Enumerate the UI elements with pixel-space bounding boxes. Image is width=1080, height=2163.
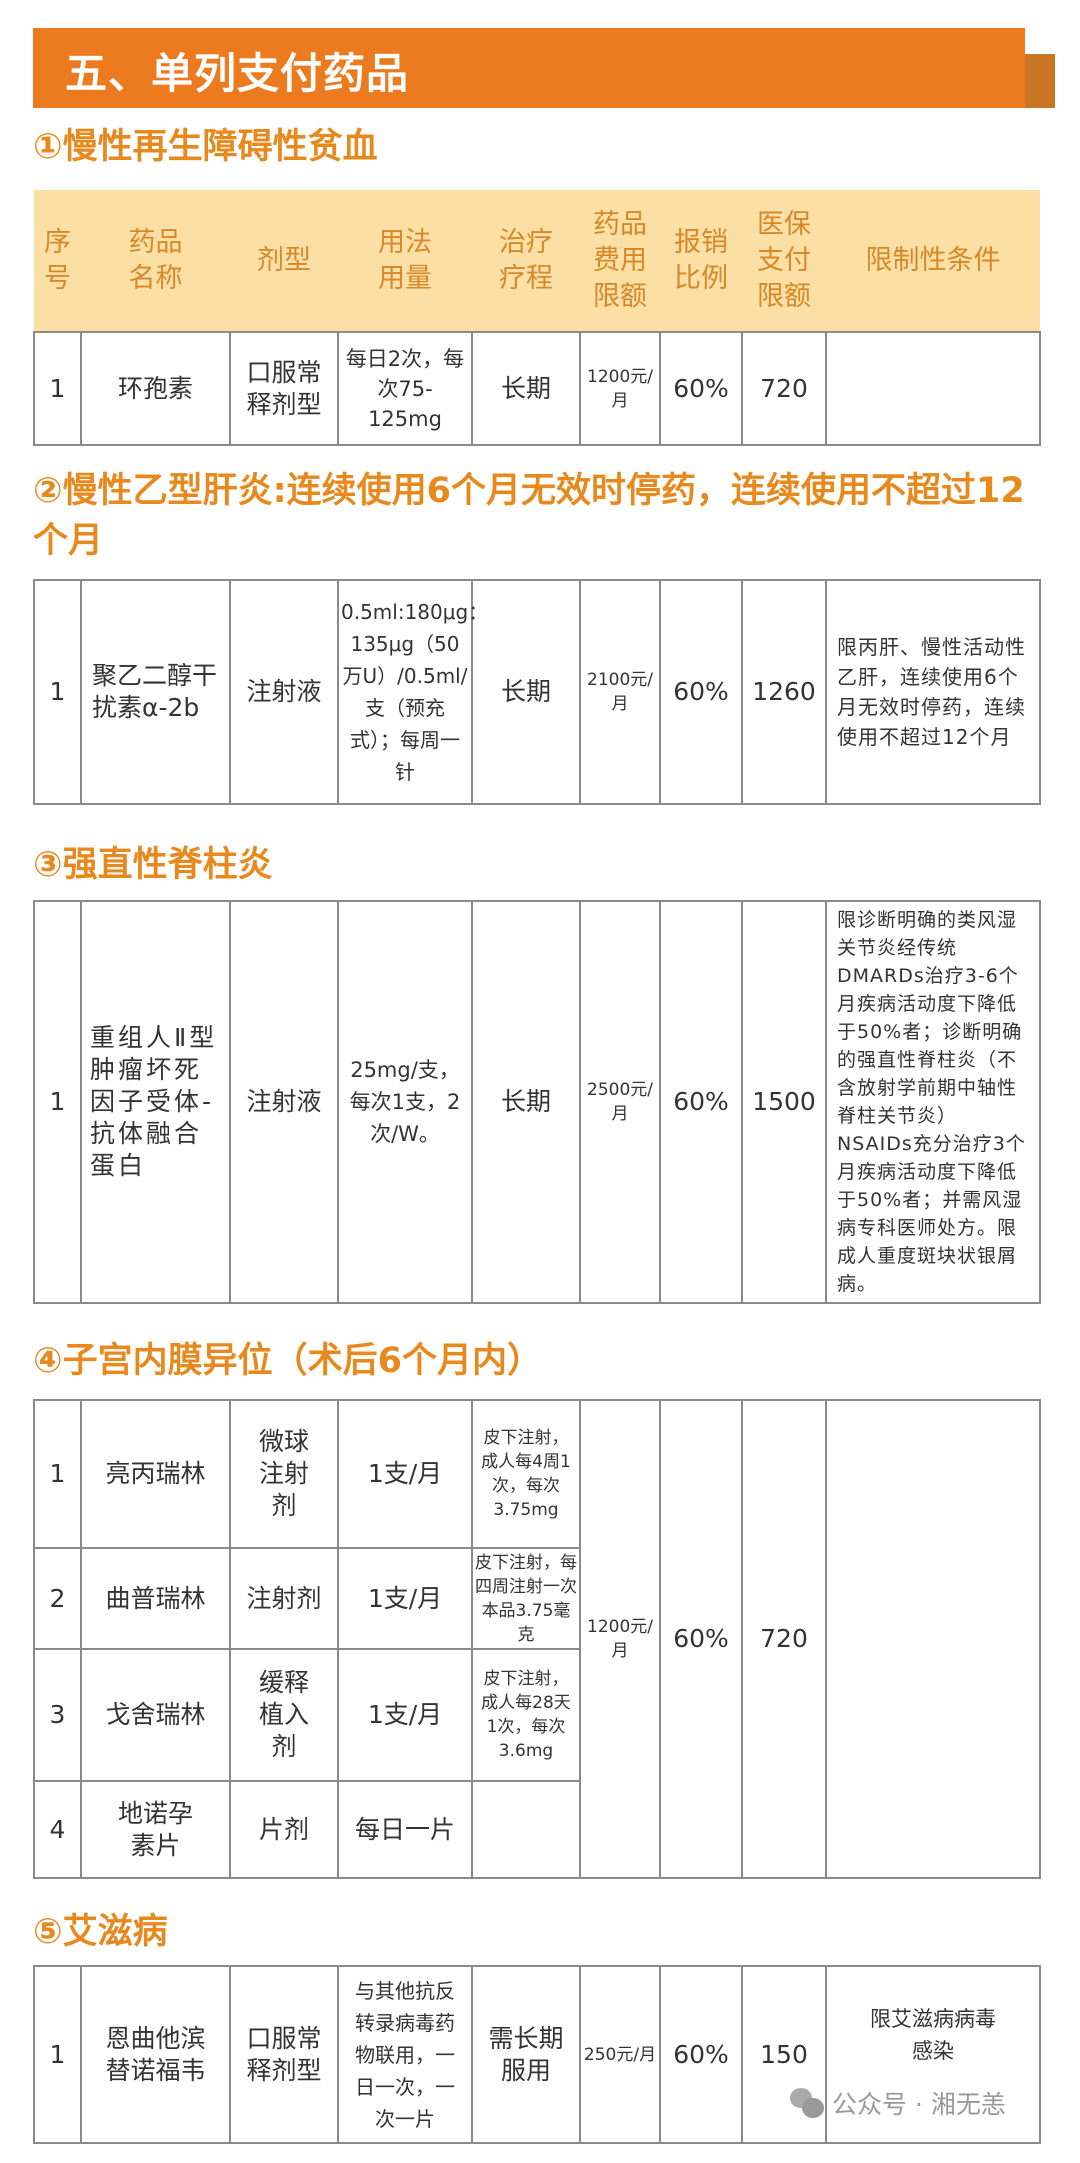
cell-usage-detail: 皮下注射，成人每28天1次，每次3.6mg [471,1648,581,1782]
table-row: 1 聚乙二醇干扰素α-2b 注射液 0.5ml:180μg：135μg（50万U… [33,579,1041,805]
cell-usage-detail [471,1780,581,1879]
cell-no: 1 [33,579,82,805]
cell-course: 需长期服用 [471,1965,581,2144]
cell-form: 微球注射剂 [229,1399,339,1549]
table-row: 4 地诺孕素片 片剂 每日一片 [33,1780,1040,1879]
header-cell: 治疗疗程 [472,190,580,332]
cell-no: 1 [33,1399,82,1549]
cell-fee: 2500元/月 [579,900,661,1304]
cell-fee: 1200元/月 [579,1399,661,1879]
cell-ratio: 60% [659,1965,743,2144]
cell-form: 口服常释剂型 [229,1965,339,2144]
cell-ratio: 60% [659,331,743,446]
cell-ratio: 60% [659,900,743,1304]
header-cell: 医保支付限额 [742,190,826,332]
watermark-text: 公众号 · 湘无恙 [832,2090,1006,2119]
cell-no: 1 [33,1965,82,2144]
cell-usage: 1支/月 [337,1399,473,1549]
cell-name: 曲普瑞林 [80,1547,231,1650]
table-row: 1 亮丙瑞林 微球注射剂 1支/月 皮下注射，成人每4周1次，每次3.75mg … [33,1399,1041,1879]
cell-form: 注射液 [229,579,339,805]
cell-course: 长期 [471,331,581,446]
cell-fee: 250元/月 [579,1965,661,2144]
page-title: 五、单列支付药品 [65,49,410,98]
section-heading: ②慢性乙型肝炎:连续使用6个月无效时停药，连续使用不超过12个月 [33,471,1025,561]
header-cell: 药品名称 [81,190,230,332]
table-header: 序号 药品名称 剂型 用法用量 治疗疗程 药品费用限额 报销比例 医保支付限额 … [34,190,1040,332]
section-heading: ①慢性再生障碍性贫血 [33,127,378,167]
cell-ratio: 60% [659,1399,743,1879]
header-cell: 药品费用限额 [580,190,660,332]
cell-course: 长期 [471,579,581,805]
drug-table: 1 重组人Ⅱ型肿瘤坏死因子受体-抗体融合蛋白 注射液 25mg/支，每次1支，2… [33,900,1041,1304]
header-cell: 限制性条件 [826,190,1040,332]
cell-no: 4 [33,1780,82,1879]
cell-usage: 1支/月 [337,1547,473,1650]
cell-ratio: 60% [659,579,743,805]
header-cell: 报销比例 [660,190,742,332]
cell-form: 片剂 [229,1780,339,1879]
cell-pay: 1500 [741,900,827,1304]
cell-usage: 每日2次，每次75-125mg [337,331,473,446]
cell-condition: 限艾滋病病毒感染 [825,1965,1041,2144]
cell-name: 亮丙瑞林 [80,1399,231,1549]
title-banner: 五、单列支付药品 [33,28,1055,108]
cell-usage: 1支/月 [337,1648,473,1782]
cell-usage: 0.5ml:180μg：135μg（50万U）/0.5ml/支（预充式）；每周一… [337,579,488,805]
cell-usage: 每日一片 [337,1780,473,1879]
cell-fee: 2100元/月 [579,579,661,805]
cell-condition [825,331,1041,446]
cell-no: 3 [33,1648,82,1782]
cell-condition [825,1399,1041,1879]
cell-pay: 720 [741,1399,827,1879]
cell-pay: 720 [741,331,827,446]
cell-form: 注射剂 [229,1547,339,1650]
cell-condition: 限诊断明确的类风湿关节炎经传统DMARDs治疗3-6个月疾病活动度下降低于50%… [825,900,1041,1304]
table-row: 1 恩曲他滨替诺福韦 口服常释剂型 与其他抗反转录病毒药物联用，一日一次，一次一… [33,1965,1041,2144]
cell-name: 地诺孕素片 [80,1780,231,1879]
table-row: 1 环孢素 口服常释剂型 每日2次，每次75-125mg 长期 1200元/月 … [33,331,1041,446]
watermark: 公众号 · 湘无恙 [790,2085,1006,2121]
cell-course: 长期 [471,900,581,1304]
cell-form: 口服常释剂型 [229,331,339,446]
cell-condition: 限丙肝、慢性活动性乙肝，连续使用6个月无效时停药，连续使用不超过12个月 [825,579,1041,805]
cell-name: 戈舍瑞林 [80,1648,231,1782]
drug-table: 1 聚乙二醇干扰素α-2b 注射液 0.5ml:180μg：135μg（50万U… [33,579,1041,805]
banner-tab [1025,54,1055,108]
drug-table: 序号 药品名称 剂型 用法用量 治疗疗程 药品费用限额 报销比例 医保支付限额 … [33,190,1041,446]
header-cell: 用法用量 [338,190,472,332]
header-cell: 序号 [34,190,81,332]
table-row: 3 戈舍瑞林 缓释植入剂 1支/月 皮下注射，成人每28天1次，每次3.6mg [33,1648,1040,1782]
wechat-icon [790,2088,824,2118]
cell-no: 2 [33,1547,82,1650]
header-cell: 剂型 [230,190,338,332]
cell-usage-detail: 皮下注射，每四周注射一次本品3.75毫克 [471,1547,581,1650]
cell-name: 重组人Ⅱ型肿瘤坏死因子受体-抗体融合蛋白 [80,900,231,1304]
cell-pay: 1260 [741,579,827,805]
drug-table: 1 恩曲他滨替诺福韦 口服常释剂型 与其他抗反转录病毒药物联用，一日一次，一次一… [33,1965,1041,2144]
section-heading: ④子宫内膜异位（术后6个月内） [33,1341,542,1381]
cell-name: 环孢素 [80,331,231,446]
drug-table: 1 亮丙瑞林 微球注射剂 1支/月 皮下注射，成人每4周1次，每次3.75mg … [33,1399,1041,1879]
cell-form: 缓释植入剂 [229,1648,339,1782]
table-row: 1 重组人Ⅱ型肿瘤坏死因子受体-抗体融合蛋白 注射液 25mg/支，每次1支，2… [33,900,1041,1304]
cell-fee: 1200元/月 [579,331,661,446]
section-heading: ⑤艾滋病 [33,1912,168,1952]
section-heading: ③强直性脊柱炎 [33,845,273,885]
cell-name: 恩曲他滨替诺福韦 [80,1965,231,2144]
cell-name: 聚乙二醇干扰素α-2b [80,579,231,805]
table-row: 2 曲普瑞林 注射剂 1支/月 皮下注射，每四周注射一次本品3.75毫克 [33,1547,1040,1650]
cell-usage: 25mg/支，每次1支，2次/W。 [337,900,473,1304]
cell-usage: 与其他抗反转录病毒药物联用，一日一次，一次一片 [337,1965,473,2144]
cell-form: 注射液 [229,900,339,1304]
cell-no: 1 [33,900,82,1304]
cell-usage-detail: 皮下注射，成人每4周1次，每次3.75mg [471,1399,581,1549]
cell-no: 1 [33,331,82,446]
cell-pay: 150 [741,1965,827,2144]
